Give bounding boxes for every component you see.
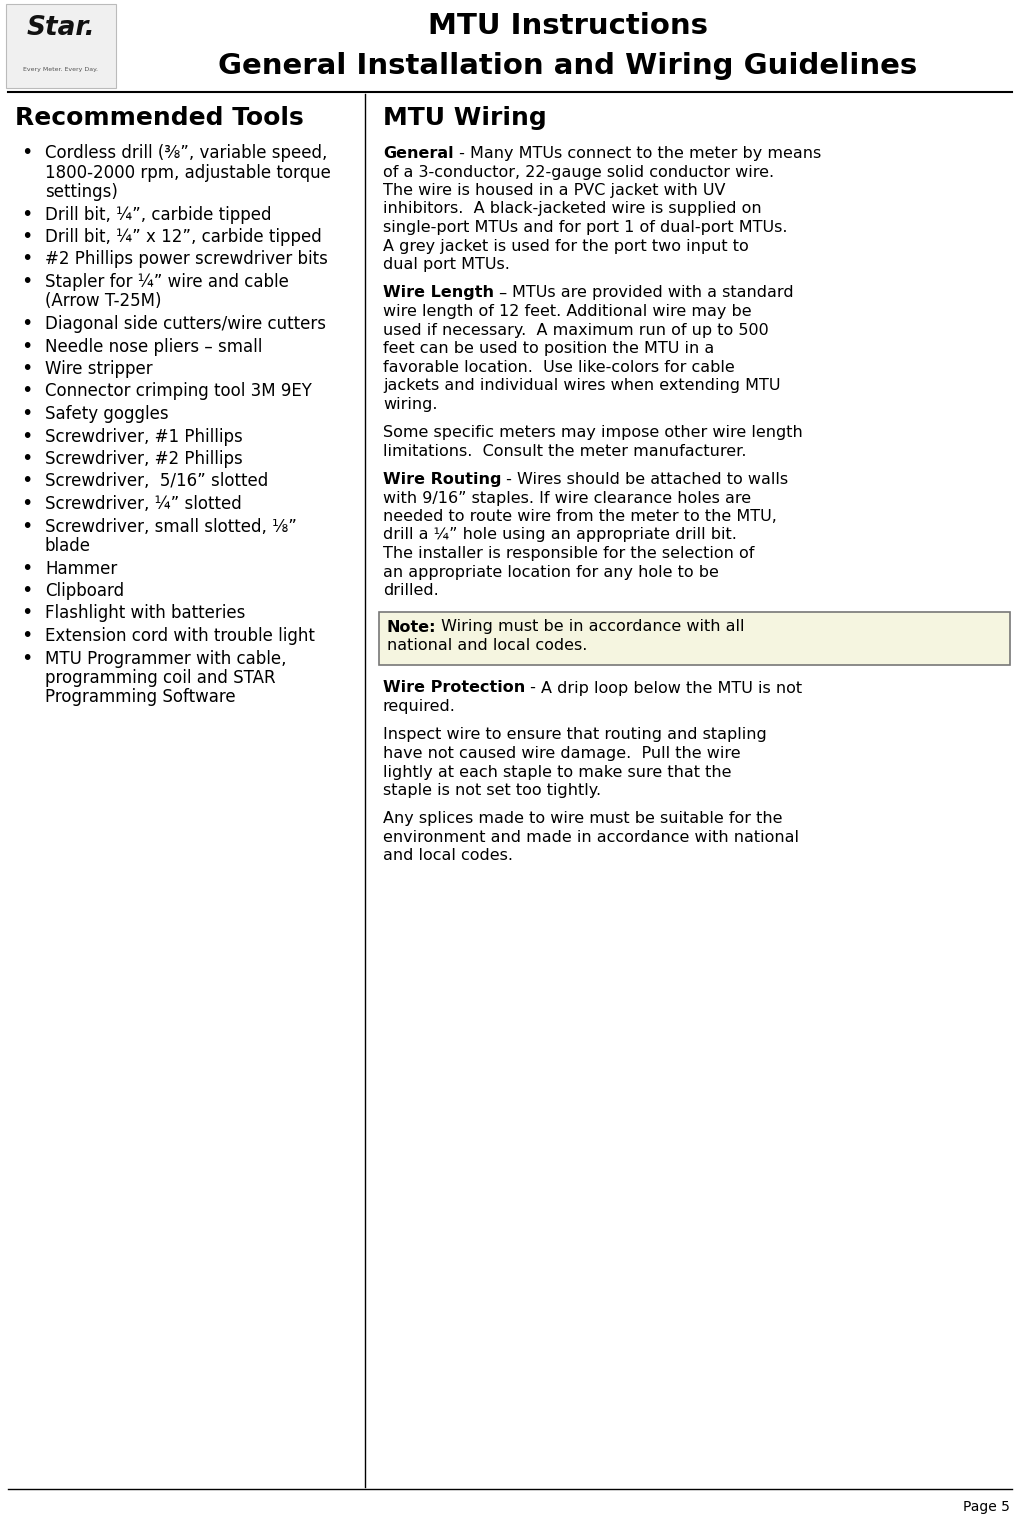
Text: Wire Protection: Wire Protection [382,680,525,696]
Text: A grey jacket is used for the port two input to: A grey jacket is used for the port two i… [382,239,748,254]
Text: Wire stripper: Wire stripper [45,359,153,378]
Text: 1800-2000 rpm, adjustable torque: 1800-2000 rpm, adjustable torque [45,164,330,182]
Text: •: • [21,144,33,162]
Text: jackets and individual wires when extending MTU: jackets and individual wires when extend… [382,378,780,393]
Text: MTUs are provided with a standard: MTUs are provided with a standard [512,286,793,301]
Text: Screwdriver, #1 Phillips: Screwdriver, #1 Phillips [45,428,243,445]
Text: •: • [21,249,33,269]
Text: blade: blade [45,537,91,555]
Text: favorable location.  Use like-colors for cable: favorable location. Use like-colors for … [382,359,734,375]
Text: General: General [382,145,453,161]
Text: •: • [21,625,33,645]
Text: •: • [21,648,33,668]
Text: Wiring must be in accordance with all: Wiring must be in accordance with all [436,619,744,635]
Bar [6,5,116,89]
Text: Safety goggles: Safety goggles [45,405,168,424]
Text: •: • [21,382,33,401]
Text: (Arrow T-25M): (Arrow T-25M) [45,292,161,310]
Text: required.: required. [382,699,455,714]
Text: Screwdriver, ¼” slotted: Screwdriver, ¼” slotted [45,495,242,514]
Text: Extension cord with trouble light: Extension cord with trouble light [45,627,315,645]
Text: needed to route wire from the meter to the MTU,: needed to route wire from the meter to t… [382,509,776,524]
Text: Flashlight with batteries: Flashlight with batteries [45,604,246,622]
Text: Stapler for ¼” wire and cable: Stapler for ¼” wire and cable [45,274,288,291]
Text: Screwdriver,  5/16” slotted: Screwdriver, 5/16” slotted [45,472,268,491]
Text: •: • [21,313,33,333]
Text: •: • [21,336,33,356]
Text: environment and made in accordance with national: environment and made in accordance with … [382,830,798,846]
Text: feet can be used to position the MTU in a: feet can be used to position the MTU in … [382,341,713,356]
Text: Any splices made to wire must be suitable for the: Any splices made to wire must be suitabl… [382,812,782,827]
Text: •: • [21,517,33,535]
Text: #2 Phillips power screwdriver bits: #2 Phillips power screwdriver bits [45,251,327,269]
Text: national and local codes.: national and local codes. [386,638,587,653]
Text: MTU Instructions: MTU Instructions [428,12,707,40]
Text: wire length of 12 feet. Additional wire may be: wire length of 12 feet. Additional wire … [382,304,751,320]
FancyBboxPatch shape [379,612,1009,665]
Text: wiring.: wiring. [382,396,437,411]
Text: •: • [21,581,33,599]
Text: Cordless drill (⅜”, variable speed,: Cordless drill (⅜”, variable speed, [45,144,327,162]
Text: MTU Wiring: MTU Wiring [382,106,546,130]
Bar [0,0,1019,92]
Text: –: – [493,286,512,301]
Text: drilled.: drilled. [382,583,438,598]
Text: Wire Length: Wire Length [382,286,493,301]
Text: -: - [501,472,517,488]
Text: A drip loop below the MTU is not: A drip loop below the MTU is not [541,680,802,696]
Text: Wire Routing: Wire Routing [382,472,501,488]
Text: •: • [21,471,33,491]
Text: of a 3-conductor, 22-gauge solid conductor wire.: of a 3-conductor, 22-gauge solid conduct… [382,165,773,179]
Text: staple is not set too tightly.: staple is not set too tightly. [382,783,600,798]
Text: The wire is housed in a PVC jacket with UV: The wire is housed in a PVC jacket with … [382,183,725,197]
Text: Wires should be attached to walls: Wires should be attached to walls [517,472,788,488]
Text: Needle nose pliers – small: Needle nose pliers – small [45,338,262,356]
Text: Recommended Tools: Recommended Tools [15,106,304,130]
Text: with 9/16” staples. If wire clearance holes are: with 9/16” staples. If wire clearance ho… [382,491,750,506]
Text: Programming Software: Programming Software [45,688,235,706]
Text: Screwdriver, #2 Phillips: Screwdriver, #2 Phillips [45,450,243,468]
Text: and local codes.: and local codes. [382,849,513,864]
Text: Connector crimping tool 3M 9EY: Connector crimping tool 3M 9EY [45,382,312,401]
Text: Drill bit, ¼” x 12”, carbide tipped: Drill bit, ¼” x 12”, carbide tipped [45,228,321,246]
Text: Many MTUs connect to the meter by means: Many MTUs connect to the meter by means [469,145,820,161]
Text: •: • [21,272,33,291]
Text: limitations.  Consult the meter manufacturer.: limitations. Consult the meter manufactu… [382,443,746,459]
Text: Drill bit, ¼”, carbide tipped: Drill bit, ¼”, carbide tipped [45,205,271,223]
Text: General Installation and Wiring Guidelines: General Installation and Wiring Guidelin… [218,52,917,80]
Text: •: • [21,450,33,468]
Text: Some specific meters may impose other wire length: Some specific meters may impose other wi… [382,425,802,440]
Text: •: • [21,404,33,424]
Text: •: • [21,494,33,514]
Text: Note:: Note: [386,619,436,635]
Text: an appropriate location for any hole to be: an appropriate location for any hole to … [382,564,718,579]
Text: The installer is responsible for the selection of: The installer is responsible for the sel… [382,546,754,561]
Text: have not caused wire damage.  Pull the wire: have not caused wire damage. Pull the wi… [382,746,740,761]
Text: •: • [21,604,33,622]
Text: programming coil and STAR: programming coil and STAR [45,670,275,687]
Text: dual port MTUs.: dual port MTUs. [382,257,510,272]
Text: settings): settings) [45,183,118,200]
Text: •: • [21,205,33,223]
Text: Screwdriver, small slotted, ⅛”: Screwdriver, small slotted, ⅛” [45,517,297,535]
Text: •: • [21,427,33,445]
Text: Clipboard: Clipboard [45,583,124,599]
Text: •: • [21,558,33,578]
Text: single-port MTUs and for port 1 of dual-port MTUs.: single-port MTUs and for port 1 of dual-… [382,220,787,235]
Text: drill a ¼” hole using an appropriate drill bit.: drill a ¼” hole using an appropriate dri… [382,528,736,543]
Text: Star.: Star. [26,14,95,41]
Text: Every Meter. Every Day.: Every Meter. Every Day. [23,67,99,72]
Text: •: • [21,359,33,378]
Text: Page 5: Page 5 [962,1500,1009,1514]
Text: Diagonal side cutters/wire cutters: Diagonal side cutters/wire cutters [45,315,326,333]
Text: used if necessary.  A maximum run of up to 500: used if necessary. A maximum run of up t… [382,323,768,338]
Text: -: - [525,680,541,696]
Text: •: • [21,226,33,246]
Text: Hammer: Hammer [45,560,117,578]
Text: MTU Programmer with cable,: MTU Programmer with cable, [45,650,286,668]
Text: -: - [453,145,469,161]
Text: lightly at each staple to make sure that the: lightly at each staple to make sure that… [382,764,731,780]
Text: Inspect wire to ensure that routing and stapling: Inspect wire to ensure that routing and … [382,728,766,743]
Text: inhibitors.  A black-jacketed wire is supplied on: inhibitors. A black-jacketed wire is sup… [382,202,761,217]
